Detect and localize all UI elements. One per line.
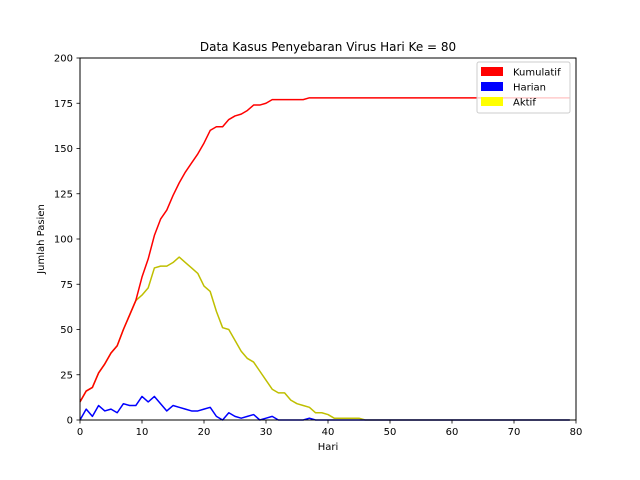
- x-axis: 0 10 20 30 40 50 60 70 80: [77, 420, 583, 438]
- plot-area: 0 10 20 30 40 50 60 70 80 0 25 50 75 100 125 150 175 200: [54, 54, 582, 439]
- legend-swatch-harian: [481, 82, 503, 91]
- y-tick-label: 50: [60, 325, 73, 336]
- x-tick-label: 50: [384, 427, 397, 438]
- y-tick-label: 175: [54, 99, 73, 110]
- y-tick-label: 25: [60, 370, 73, 381]
- y-tick-label: 100: [54, 235, 73, 246]
- legend-label-kumulatif: Kumulatif: [513, 68, 561, 79]
- y-tick-label: 200: [54, 54, 73, 65]
- legend: Kumulatif Harian Aktif: [476, 61, 571, 114]
- y-tick-label: 75: [60, 280, 73, 291]
- x-tick-label: 30: [260, 427, 273, 438]
- x-tick-label: 70: [508, 427, 521, 438]
- x-tick-label: 40: [322, 427, 335, 438]
- y-tick-label: 125: [54, 189, 73, 200]
- legend-label-aktif: Aktif: [513, 98, 536, 109]
- x-tick-label: 60: [446, 427, 459, 438]
- legend-label-harian: Harian: [513, 83, 546, 94]
- chart-title: Data Kasus Penyebaran Virus Hari Ke = 80: [200, 40, 456, 54]
- x-tick-label: 0: [77, 427, 83, 438]
- y-tick-label: 150: [54, 144, 73, 155]
- y-axis: 0 25 50 75 100 125 150 175 200: [54, 54, 80, 427]
- legend-swatch-kumulatif: [481, 67, 503, 76]
- x-tick-label: 10: [136, 427, 149, 438]
- y-tick-label: 0: [67, 416, 73, 427]
- x-axis-label: Hari: [318, 442, 339, 453]
- x-tick-label: 80: [570, 427, 583, 438]
- legend-swatch-aktif: [481, 97, 503, 106]
- y-axis-label: Jumlah Pasien: [36, 204, 47, 275]
- x-tick-label: 20: [198, 427, 211, 438]
